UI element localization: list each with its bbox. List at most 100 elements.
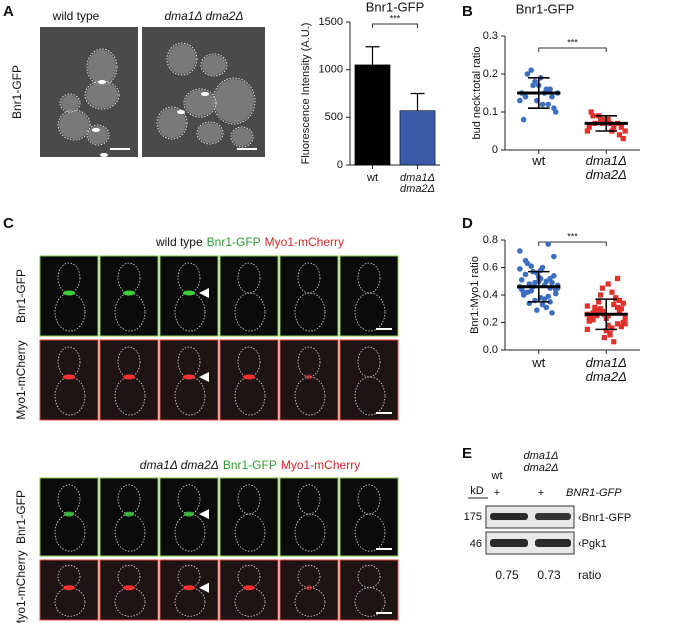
x-tick-label: dma1Δ dma2Δ	[586, 153, 627, 182]
cell-outline	[230, 126, 254, 148]
arrowhead	[199, 288, 209, 298]
panel-label: A	[3, 3, 14, 20]
y-axis-label: bud neck:total ratio	[471, 47, 483, 140]
point	[611, 302, 617, 308]
lane-label: wt	[491, 470, 503, 482]
cell	[59, 111, 89, 139]
time-label: 0'	[164, 543, 172, 554]
gfp-signal	[183, 290, 195, 296]
gfp-signal	[63, 290, 75, 296]
point	[534, 307, 540, 313]
error-bar	[365, 46, 380, 65]
bud-outline	[177, 262, 201, 294]
frame	[39, 477, 99, 557]
bud-outline	[57, 346, 81, 378]
mcherry-signal	[63, 585, 75, 591]
label-line: dma2Δ	[586, 167, 627, 182]
point	[543, 278, 550, 285]
point	[517, 266, 523, 272]
label-line: dma2Δ	[524, 462, 559, 474]
point	[520, 116, 527, 123]
ratio-label: ratio	[578, 568, 602, 582]
band-label: ‹Bnr1-GFP	[578, 512, 631, 524]
cell	[86, 82, 118, 108]
point	[545, 101, 551, 108]
error-bar	[410, 92, 425, 111]
label-line: dma2Δ	[400, 183, 435, 195]
bud-outline	[57, 262, 81, 294]
point	[524, 71, 531, 77]
bud-outline	[297, 262, 321, 294]
y-tick-label: 0.4	[483, 289, 498, 301]
time-label: 2'	[224, 323, 232, 334]
mother-outline	[54, 376, 86, 416]
time-label: 0'	[164, 323, 172, 334]
frame	[39, 255, 99, 337]
blot	[485, 505, 575, 529]
cell	[61, 95, 79, 111]
mother-outline	[294, 292, 326, 332]
mother-outline	[294, 587, 326, 617]
point	[622, 321, 628, 327]
mother-outline	[234, 587, 266, 617]
frame	[279, 339, 339, 421]
sd-bar	[527, 270, 550, 303]
marker: 46	[470, 538, 482, 550]
arrowhead	[199, 372, 209, 382]
label-line: dma1Δ	[586, 355, 627, 370]
bud-outline	[57, 484, 81, 515]
bud-outline	[177, 564, 201, 589]
frame	[219, 339, 279, 421]
point	[584, 326, 590, 332]
mother-outline	[114, 292, 146, 332]
cell	[168, 44, 196, 74]
title-part: Bnr1-GFP	[223, 458, 277, 472]
gfp-signal	[123, 290, 135, 296]
point	[611, 339, 617, 345]
point	[611, 124, 617, 130]
frame	[219, 255, 279, 337]
point	[622, 128, 628, 134]
row-label: Bnr1-GFP	[14, 490, 28, 544]
plus: +	[494, 487, 500, 499]
panel-label: D	[462, 215, 473, 232]
significance: ***	[390, 13, 401, 23]
point	[584, 128, 590, 134]
signal	[177, 110, 185, 114]
x-tick-label: wt	[366, 172, 378, 184]
point	[596, 299, 602, 305]
cell-outline	[166, 42, 198, 76]
point	[603, 328, 609, 334]
row-label: Myo1-mCherry	[14, 340, 28, 419]
mcherry-signal	[63, 374, 75, 380]
time-label: -4'	[44, 543, 55, 554]
y-tick-label: 0.0	[483, 344, 498, 356]
point	[517, 248, 523, 254]
mother-outline	[354, 292, 386, 332]
frame	[159, 339, 219, 421]
label-line: wt	[531, 355, 545, 370]
point	[528, 67, 534, 73]
bar	[399, 110, 436, 166]
bud-outline	[237, 262, 261, 294]
sd-bar	[527, 77, 550, 109]
mcherry-signal	[243, 374, 255, 380]
point	[588, 314, 594, 320]
mother-outline	[174, 292, 206, 332]
chart-title: Bnr1-GFP	[516, 1, 575, 16]
arrowhead	[199, 582, 209, 593]
frame	[219, 477, 279, 557]
y-tick-label: 0	[492, 144, 498, 156]
significance-bracket	[372, 23, 418, 28]
y-axis-label: Bnr1:Myo1 ratio	[469, 256, 481, 334]
bud-outline	[117, 484, 141, 515]
cell-outline	[212, 77, 256, 125]
point	[552, 109, 559, 115]
chart-title: Bnr1-GFP	[366, 0, 425, 14]
bud-outline	[357, 262, 381, 294]
frame	[339, 255, 399, 337]
mother-outline	[354, 513, 386, 552]
cell	[214, 79, 254, 123]
point	[522, 271, 529, 278]
